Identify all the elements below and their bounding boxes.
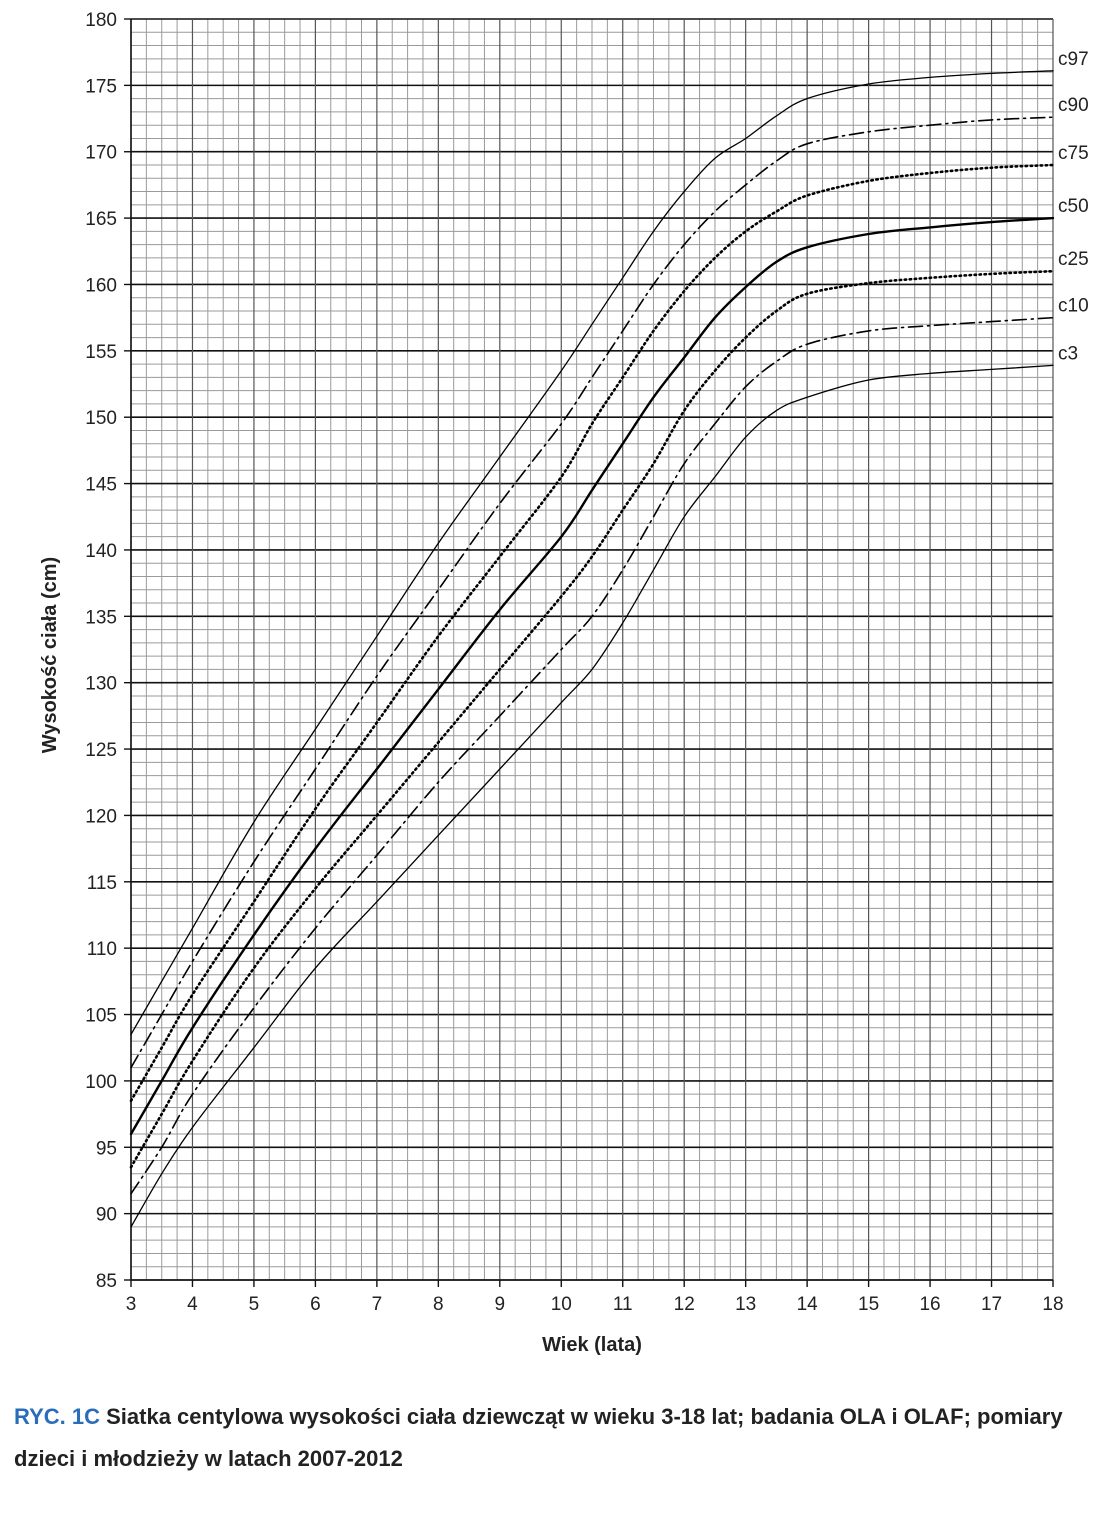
- label-c25: c25: [1058, 249, 1089, 270]
- x-axis-tick-labels: 3 4 5 6 7 8 9 10 11 12 13 14 15 16 17 18: [126, 1294, 1064, 1315]
- figure-caption: RYC. 1C Siatka centylowa wysokości ciała…: [14, 1396, 1114, 1480]
- y-tick-label: 155: [85, 342, 117, 363]
- y-tick-label: 90: [96, 1205, 117, 1226]
- x-tick-label: 18: [1042, 1294, 1063, 1315]
- x-tick-label: 5: [249, 1294, 260, 1315]
- y-tick-label: 85: [96, 1271, 117, 1292]
- x-tick-label: 13: [735, 1294, 756, 1315]
- y-tick-label: 165: [85, 209, 117, 230]
- label-c3: c3: [1058, 343, 1078, 364]
- y-tick-label: 125: [85, 740, 117, 761]
- x-tick-label: 3: [126, 1294, 137, 1315]
- label-c75: c75: [1058, 143, 1089, 164]
- y-tick-label: 180: [85, 10, 117, 31]
- percentile-curves: [129, 70, 1055, 1228]
- x-tick-label: 10: [551, 1294, 572, 1315]
- label-c50: c50: [1058, 196, 1089, 217]
- y-tick-label: 100: [85, 1072, 117, 1093]
- y-axis-title: Wysokość ciała (cm): [39, 557, 61, 753]
- x-tick-label: 7: [372, 1294, 383, 1315]
- curve-c90: [130, 116, 1054, 1069]
- label-c90: c90: [1058, 95, 1089, 116]
- x-tick-label: 4: [187, 1294, 198, 1315]
- y-tick-label: 175: [85, 76, 117, 97]
- growth-chart: 8590951001051101151201251301351401451501…: [39, 10, 1089, 1356]
- x-tick-label: 6: [310, 1294, 321, 1315]
- x-tick-label: 17: [981, 1294, 1002, 1315]
- curve-c75: [129, 163, 1055, 1103]
- x-tick-label: 9: [495, 1294, 506, 1315]
- figure-caption-prefix: RYC. 1C: [14, 1404, 100, 1429]
- y-tick-label: 95: [96, 1138, 117, 1159]
- y-tick-label: 105: [85, 1006, 117, 1027]
- curve-c25: [129, 269, 1055, 1169]
- y-axis-tick-labels: 85 90 95 100 105 110 115 120 125 130 135 140 145 150 1…: [85, 10, 117, 1292]
- label-c10: c10: [1058, 296, 1089, 317]
- x-tick-label: 16: [919, 1294, 940, 1315]
- y-tick-label: 135: [85, 607, 117, 628]
- x-tick-label: 8: [433, 1294, 444, 1315]
- minor-grid: [131, 19, 1053, 1280]
- percentile-labels: c97 c90 c75 c50 c25 c10 c3: [1058, 49, 1089, 365]
- x-tick-label: 11: [613, 1294, 633, 1315]
- y-tick-label: 110: [87, 939, 117, 960]
- y-tick-label: 170: [85, 143, 117, 164]
- curve-c97: [130, 70, 1054, 1036]
- x-tick-label: 15: [858, 1294, 879, 1315]
- y-tick-label: 140: [85, 541, 117, 562]
- x-tick-label: 14: [797, 1294, 819, 1315]
- x-tick-label: 12: [674, 1294, 695, 1315]
- curve-c10: [130, 316, 1054, 1195]
- y-tick-label: 160: [85, 275, 117, 296]
- curve-c3: [130, 364, 1054, 1228]
- y-tick-label: 150: [85, 408, 117, 429]
- x-axis-title: Wiek (lata): [542, 1334, 642, 1356]
- figure-caption-text: Siatka centylowa wysokości ciała dziewcz…: [14, 1404, 1063, 1471]
- label-c97: c97: [1058, 49, 1089, 70]
- y-tick-label: 120: [85, 806, 117, 827]
- y-tick-label: 145: [85, 475, 117, 496]
- y-tick-label: 130: [85, 674, 117, 695]
- y-tick-label: 115: [87, 873, 117, 894]
- curve-c50: [129, 216, 1055, 1136]
- axis-ticks: [124, 18, 1054, 1287]
